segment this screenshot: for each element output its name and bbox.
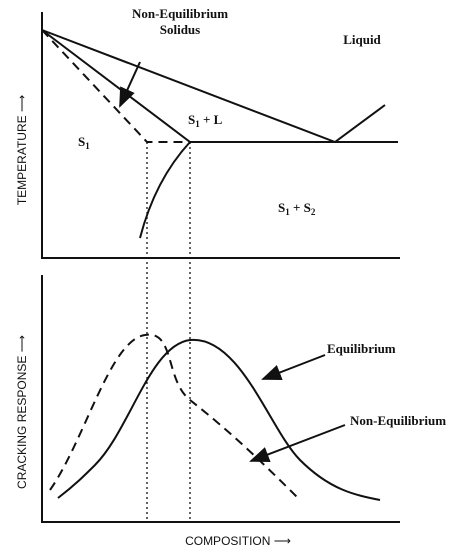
top-axes bbox=[41, 12, 400, 259]
arrow bbox=[249, 424, 346, 463]
axis-label: CRACKING RESPONSE ⟶ bbox=[15, 335, 29, 489]
arrow bbox=[119, 61, 141, 108]
axis-label: COMPOSITION ⟶ bbox=[185, 534, 291, 548]
subscript: 1 bbox=[195, 119, 200, 129]
label: Liquid bbox=[343, 32, 381, 47]
region-text: S bbox=[278, 200, 285, 215]
label: Non-Equilibrium bbox=[132, 6, 228, 21]
region-label: S1 + L bbox=[188, 112, 223, 129]
label: Non-Equilibrium bbox=[350, 413, 446, 428]
axis-label: TEMPERATURE ⟶ bbox=[15, 95, 29, 205]
region-text: + S bbox=[290, 200, 311, 215]
region-label: S1 bbox=[78, 134, 90, 151]
solvus bbox=[139, 141, 191, 239]
guide-lines bbox=[146, 142, 191, 522]
bottom-axes bbox=[41, 275, 400, 523]
region-text: + L bbox=[200, 112, 223, 127]
equilibrium-curve bbox=[57, 338, 381, 501]
region-label: S1 + S2 bbox=[278, 200, 316, 217]
label: Solidus bbox=[160, 22, 200, 37]
region-text: S bbox=[188, 112, 195, 127]
arrow bbox=[261, 354, 326, 380]
non-equilibrium-curve bbox=[49, 333, 301, 501]
region-text: S bbox=[78, 134, 85, 149]
subscript: 1 bbox=[285, 207, 290, 217]
subscript: 1 bbox=[85, 141, 90, 151]
label: Equilibrium bbox=[327, 341, 396, 356]
subscript: 2 bbox=[311, 207, 316, 217]
